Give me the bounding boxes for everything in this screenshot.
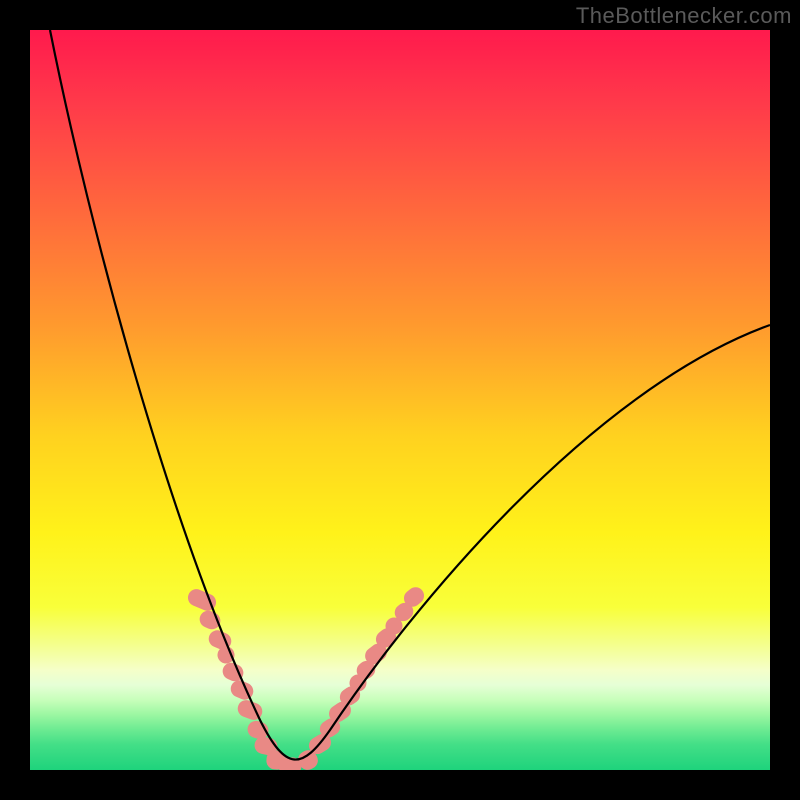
curve-marker (198, 609, 223, 632)
watermark-text: TheBottlenecker.com (576, 3, 792, 29)
marker-group (186, 584, 427, 770)
chart-svg (30, 30, 770, 770)
v-curve (50, 30, 770, 760)
plot-area (30, 30, 770, 770)
